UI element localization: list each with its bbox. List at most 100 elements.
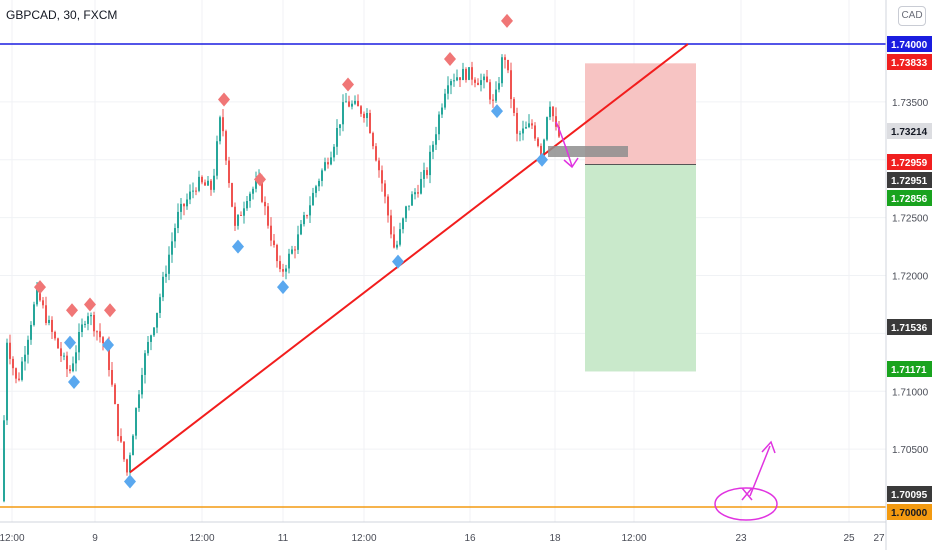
take-profit-zone (585, 164, 696, 372)
candle-body (33, 304, 35, 325)
up-arrow-sketch (741, 440, 776, 501)
candle-body (402, 218, 404, 230)
candle-body (372, 133, 374, 147)
candle-body (366, 112, 368, 119)
candle-body (558, 126, 560, 137)
candle-body (459, 77, 461, 81)
candle-body (132, 435, 134, 456)
candle-body (102, 337, 104, 344)
candle-body (330, 157, 332, 165)
candle-body (27, 339, 29, 355)
candle-body (360, 106, 362, 114)
candle-body (222, 117, 224, 132)
candle-body (540, 145, 542, 156)
candle-body (432, 144, 434, 152)
candle-body (189, 191, 191, 200)
y-tick-label: 1.73500 (892, 98, 929, 109)
candle-body (6, 342, 8, 421)
candle-body (162, 276, 164, 298)
candle-body (351, 103, 353, 107)
candle-body (168, 254, 170, 274)
candle-body (135, 408, 137, 436)
candle-body (504, 57, 506, 60)
swing-top-marker (218, 92, 230, 107)
candle-body (291, 249, 293, 254)
candle-body (474, 79, 476, 83)
x-tick-label: 18 (549, 533, 561, 544)
candle-body (201, 176, 203, 183)
swing-bottom-marker (536, 152, 548, 167)
candle-body (147, 341, 149, 354)
price-label-target-mark (887, 190, 932, 206)
candle-body (336, 127, 338, 147)
candle-body (129, 455, 131, 473)
price-label-text: 1.70000 (891, 508, 928, 519)
trendline (129, 43, 689, 474)
candle-body (177, 211, 179, 229)
swing-bottom-marker (68, 374, 80, 389)
candle-body (204, 182, 206, 186)
candle-body (288, 253, 290, 269)
candle-body (438, 114, 440, 135)
price-label-text: 1.73214 (891, 127, 928, 138)
candle-body (546, 117, 548, 140)
candle-body (528, 123, 530, 128)
candle-body (465, 68, 467, 80)
candle-body (519, 133, 521, 135)
candle-body (192, 190, 194, 192)
candle-body (450, 81, 452, 86)
candle-body (48, 319, 50, 324)
candle-body (294, 249, 296, 251)
x-tick-label: 12:00 (189, 533, 214, 544)
candle-body (273, 240, 275, 246)
candle-body (18, 378, 20, 380)
swing-top-marker (342, 77, 354, 92)
currency-button[interactable]: CAD (898, 6, 926, 26)
candle-body (327, 162, 329, 165)
candle-body (243, 208, 245, 216)
candle-body (387, 196, 389, 216)
pivot-markers (34, 13, 548, 489)
annotations (555, 121, 778, 521)
candle-body (483, 76, 485, 81)
candle-body (306, 215, 308, 217)
candle-body (354, 100, 356, 104)
candle-body (219, 117, 221, 142)
candle-body (15, 368, 17, 379)
x-tick-label: 11 (278, 533, 289, 544)
swing-bottom-marker (64, 335, 76, 350)
candle-body (342, 102, 344, 125)
candle-body (57, 338, 59, 349)
candle-body (381, 170, 383, 184)
x-tick-label: 12:00 (351, 533, 376, 544)
candle-body (333, 146, 335, 158)
candle-body (159, 297, 161, 313)
candle-body (492, 99, 494, 101)
candle-body (213, 175, 215, 190)
price-label-price (887, 319, 932, 335)
candle-body (21, 361, 23, 380)
candle-body (378, 160, 380, 171)
candle-body (198, 176, 200, 191)
price-label-resistance (887, 36, 932, 52)
candle-body (207, 180, 209, 186)
candle-body (543, 139, 545, 156)
candle-body (453, 80, 455, 82)
candle-body (141, 374, 143, 395)
x-tick-label: 9 (92, 533, 98, 544)
candle-body (417, 192, 419, 194)
y-tick-label: 1.71000 (892, 387, 929, 398)
x-tick-label: 12:00 (621, 533, 646, 544)
swing-bottom-marker (392, 254, 404, 269)
price-label-text: 1.72951 (891, 176, 928, 187)
price-label-text: 1.74000 (891, 40, 928, 51)
swing-bottom-marker (232, 239, 244, 254)
candle-body (408, 205, 410, 207)
candle-body (228, 160, 230, 184)
candle-body (96, 331, 98, 333)
price-label-stop (887, 54, 932, 70)
candle-body (507, 59, 509, 71)
candle-body (549, 106, 551, 118)
